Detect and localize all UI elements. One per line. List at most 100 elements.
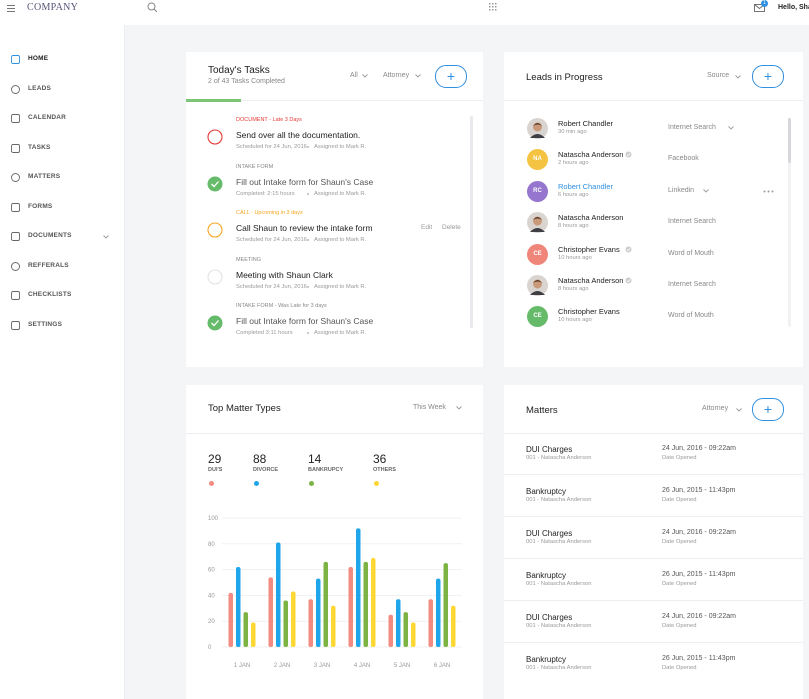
matter-name[interactable]: Bankruptcy <box>526 571 567 580</box>
chevron-path <box>362 74 368 78</box>
avatar-body <box>530 134 545 138</box>
matter-name[interactable]: DUI Charges <box>526 613 573 622</box>
x-tick-label: 3 JAN <box>314 663 330 669</box>
lead-time: 8 hours ago <box>558 286 589 292</box>
matter-date-label: Date Opened <box>662 665 697 671</box>
matter-name[interactable]: DUI Charges <box>526 445 573 454</box>
nav-item[interactable]: REFFERALS <box>0 258 124 276</box>
menu-dot <box>767 190 770 193</box>
apps-dot <box>489 6 491 8</box>
matter-date-label: Date Opened <box>662 539 697 545</box>
nav-label: CHECKLISTS <box>28 291 72 298</box>
x-tick-label: 5 JAN <box>394 663 410 669</box>
filter-dropdown[interactable]: Source <box>707 72 730 79</box>
divider <box>504 558 803 559</box>
task-title: Send over all the documentation. <box>236 130 361 140</box>
divider <box>504 516 803 517</box>
nav-item[interactable]: LEADS <box>0 81 124 99</box>
task-tag: INTAKE FORM - Was Late for 3 days <box>236 303 327 309</box>
y-tick-label: 100 <box>208 516 219 522</box>
bar <box>236 567 241 647</box>
add-button[interactable]: + <box>752 398 784 421</box>
lead-name[interactable]: Robert Chandler <box>558 119 614 128</box>
chevron <box>415 74 421 78</box>
divider <box>186 433 483 434</box>
filter-dropdown[interactable]: All <box>350 72 358 79</box>
matter-name[interactable]: DUI Charges <box>526 529 573 538</box>
nav-icon <box>11 261 20 271</box>
filter-dropdown[interactable]: Attorney <box>383 72 410 79</box>
task-meta: Assigned to Mark R. <box>314 190 367 197</box>
apps-dot <box>495 9 497 11</box>
lead-source[interactable]: Internet Search <box>668 124 716 131</box>
nav-item[interactable]: SETTINGS <box>0 317 124 335</box>
task-title: Call Shaun to review the intake form <box>236 223 373 233</box>
chevron-path <box>415 74 421 78</box>
nav-item[interactable]: CHECKLISTS <box>0 287 124 305</box>
chart-panel: Top Matter Types This Week 29 DUI'S 88 DIVORC… <box>186 385 483 699</box>
nav-icon-shape <box>11 232 20 241</box>
legend-dot <box>309 481 314 486</box>
matter-date-label: Date Opened <box>662 581 697 587</box>
verified-check <box>626 153 631 157</box>
status-circle <box>207 268 223 285</box>
nav-item[interactable]: CALENDAR <box>0 110 124 128</box>
menu-dot <box>763 190 766 193</box>
add-button[interactable]: + <box>435 65 467 88</box>
task-meta: Completed 3:11 hours <box>236 330 293 336</box>
matter-client: 001 - Natascha Anderson <box>526 623 592 629</box>
nav-item[interactable]: FORMS <box>0 199 124 217</box>
nav-item[interactable]: DOCUMENTS <box>0 228 124 246</box>
apps-dot <box>495 6 497 8</box>
nav-label: TASKS <box>28 143 51 151</box>
avatar-hair <box>533 217 542 221</box>
chevron-path <box>728 126 734 130</box>
matter-date: 24 Jun, 2016 - 09:22am <box>662 613 736 620</box>
nav-item[interactable]: TASKS <box>0 140 124 158</box>
apps-dot <box>492 9 494 11</box>
lead-name[interactable]: Robert Chandler <box>558 181 614 191</box>
chevron <box>103 235 109 239</box>
nav-icon <box>11 114 20 123</box>
lead-name[interactable]: Natascha Anderson <box>558 150 624 160</box>
lead-name[interactable]: Christopher Evans <box>558 307 620 317</box>
filter-dropdown[interactable]: This Week <box>413 404 446 411</box>
matter-date: 26 Jun, 2015 - 11:43pm <box>662 487 736 494</box>
lead-source[interactable]: Linkedin <box>668 186 695 194</box>
nav-label: LEADS <box>28 84 52 92</box>
meta-dot <box>307 285 309 288</box>
menu-dot <box>771 190 774 193</box>
bar <box>291 591 296 647</box>
avatar: CE <box>527 243 548 265</box>
nav-icon <box>11 173 20 182</box>
sidebar: HOME LEADS CALENDAR TASKS MATTERS FORMS DOCUME… <box>0 25 125 699</box>
nav-icon-shape <box>11 320 20 330</box>
legend-label: DUI'S <box>208 467 223 473</box>
matter-name[interactable]: Bankruptcy <box>526 487 567 496</box>
matter-date-label: Date Opened <box>662 497 697 503</box>
filter-dropdown[interactable]: Attorney <box>702 405 729 412</box>
matter-client: 001 - Natascha Anderson <box>526 665 592 671</box>
lead-source: Facebook <box>668 155 699 163</box>
task-action[interactable]: Edit <box>421 224 433 231</box>
bar <box>308 599 313 647</box>
lead-name[interactable]: Christopher Evans <box>558 244 620 254</box>
matter-name[interactable]: Bankruptcy <box>526 655 567 664</box>
nav-icon-shape <box>11 291 20 300</box>
nav-item[interactable]: HOME <box>0 51 124 69</box>
lead-name[interactable]: Natascha Anderson <box>558 213 624 223</box>
chevron <box>456 406 462 410</box>
status-check <box>211 180 219 187</box>
chevron-path <box>736 408 742 412</box>
nav-item[interactable]: MATTERS <box>0 169 124 187</box>
lead-name[interactable]: Natascha Anderson <box>558 276 624 285</box>
task-action[interactable]: Delete <box>442 224 461 231</box>
nav-icon <box>11 143 20 153</box>
scrollbar <box>470 116 473 328</box>
search-circle <box>147 2 156 11</box>
nav-icon <box>11 291 20 300</box>
chevron <box>362 74 368 78</box>
add-button[interactable]: + <box>752 65 784 88</box>
apps-dot <box>489 9 491 11</box>
bar <box>451 605 456 647</box>
